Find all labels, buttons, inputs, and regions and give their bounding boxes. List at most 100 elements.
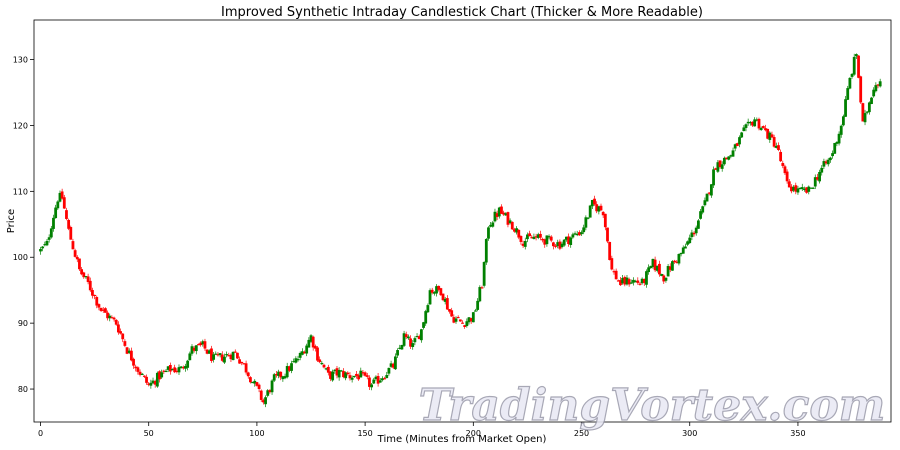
candle-body-up (863, 113, 867, 123)
candle-body-up (504, 213, 508, 216)
candle-body-up (826, 159, 830, 165)
candle-body-up (179, 366, 183, 369)
candle-body-up (41, 246, 45, 249)
candle-body-up (52, 217, 55, 229)
candle-body-up (571, 234, 575, 238)
candle-body-down (86, 276, 90, 283)
candle-body-up (223, 356, 226, 363)
candle-body-up (651, 258, 655, 267)
candle-body-down (117, 324, 120, 333)
candle-body-up (547, 236, 551, 238)
candle-body-down (675, 261, 679, 263)
candle-body-down (456, 316, 460, 319)
candle-body-up (664, 277, 668, 281)
candle-body-up (149, 382, 153, 386)
candle-body-up (679, 252, 683, 255)
candle-body-down (794, 185, 798, 192)
candle-body-down (458, 319, 462, 322)
candle-body-up (811, 187, 815, 189)
candle-body-up (580, 232, 583, 235)
candle-body-up (45, 240, 49, 246)
x-axis-label: Time (Minutes from Market Open) (377, 434, 547, 445)
candle-body-up (127, 350, 131, 353)
candle-body-up (426, 305, 430, 313)
candle-body-up (39, 249, 42, 252)
candle-body-up (774, 145, 778, 148)
candle-body-down (216, 354, 220, 356)
candle-body-up (854, 54, 858, 57)
candle-body-down (861, 103, 865, 122)
candle-body-down (205, 349, 209, 354)
candle-body-up (744, 124, 748, 128)
candle-body-up (140, 373, 144, 376)
candle-body-down (876, 84, 880, 86)
candle-body-up (307, 339, 311, 348)
candle-body-down (404, 334, 408, 338)
candle-body-up (264, 397, 267, 405)
candle-body-up (484, 239, 488, 263)
candle-body-up (640, 278, 644, 284)
candle-body-down (142, 375, 146, 377)
candle-body-down (125, 347, 129, 354)
candle-body-up (487, 227, 490, 239)
candle-body-up (324, 368, 328, 370)
candle-body-up (294, 358, 298, 363)
candle-body-down (785, 171, 789, 182)
candle-body-up (731, 150, 735, 157)
candle-body-down (606, 227, 609, 242)
candle-body-down (132, 358, 135, 366)
candle-body-down (363, 372, 367, 376)
candle-body-up (285, 366, 289, 378)
candle-body-down (787, 181, 791, 188)
candle-body-up (841, 116, 845, 126)
candle-body-down (329, 371, 332, 379)
candle-body-down (857, 55, 860, 78)
candle-body-up (411, 343, 415, 347)
y-tick-label: 100 (13, 253, 28, 262)
candle-body-down (65, 210, 68, 219)
candle-body-down (342, 371, 345, 378)
candle-body-down (619, 280, 622, 286)
candle-body-up (846, 88, 850, 100)
candle-body-down (612, 271, 616, 273)
candle-body-down (595, 204, 599, 212)
candle-body-up (207, 350, 211, 354)
candle-body-up (848, 77, 852, 89)
candle-body-up (387, 367, 391, 374)
y-tick-label: 120 (13, 121, 28, 130)
candle-body-down (279, 371, 283, 378)
candle-body-up (829, 157, 832, 161)
x-tick-label: 50 (144, 429, 154, 438)
candle-body-up (84, 276, 88, 278)
candle-body-up (465, 321, 469, 327)
candle-body-up (186, 360, 190, 368)
candle-body-down (668, 266, 672, 270)
candle-body-up (54, 207, 58, 219)
candle-body-up (792, 186, 796, 191)
candle-body-up (320, 362, 324, 365)
candle-body-down (735, 143, 739, 147)
candle-body-down (168, 364, 172, 372)
candle-body-up (151, 380, 155, 384)
candle-body-up (428, 290, 432, 305)
candle-body-up (671, 261, 674, 271)
candle-body-down (62, 197, 66, 209)
candle-body-up (184, 365, 187, 369)
candle-body-up (212, 354, 216, 360)
candle-body-down (147, 383, 151, 385)
candle-body-down (805, 187, 808, 193)
candle-body-up (590, 199, 594, 207)
candle-body-down (316, 347, 319, 361)
x-axis-ticks: 0 50 100 150 200 250 300 350 (38, 422, 806, 438)
candle-body-down (513, 229, 516, 232)
x-tick-label: 300 (682, 429, 697, 438)
candle-body-down (69, 227, 73, 240)
candle-body-up (190, 346, 194, 354)
candle-body-up (556, 242, 560, 247)
candle-body-up (333, 369, 337, 372)
candle-body-up (746, 121, 750, 124)
candle-body-up (164, 370, 168, 373)
candle-body-up (666, 266, 670, 277)
candle-body-down (510, 221, 514, 230)
